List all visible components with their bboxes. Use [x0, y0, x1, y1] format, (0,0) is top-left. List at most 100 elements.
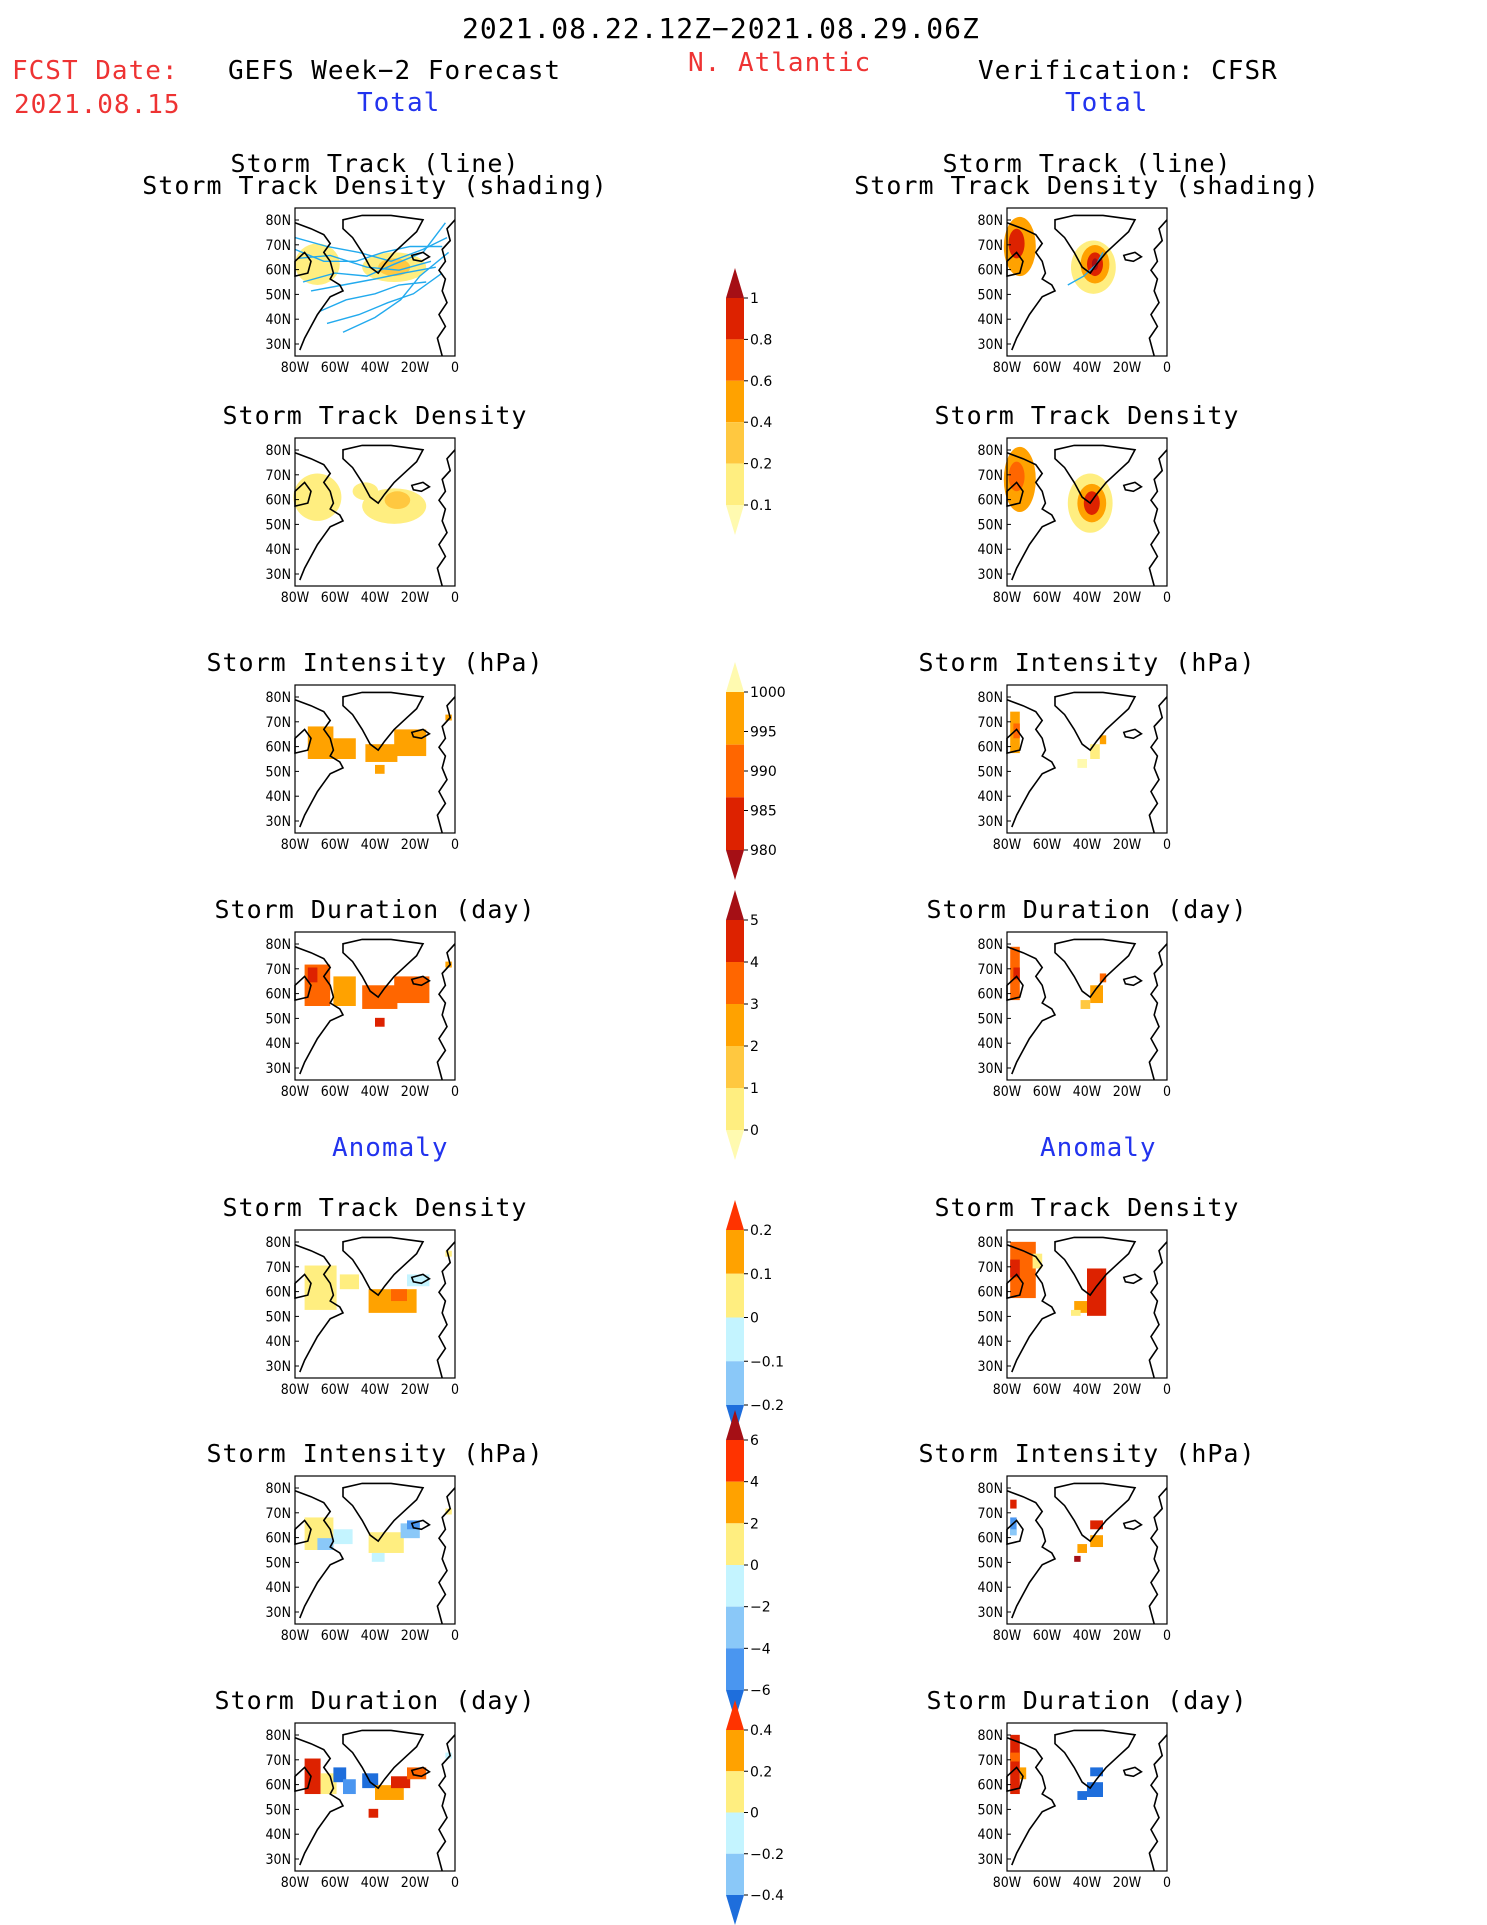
fcst-date-label: FCST Date: [12, 56, 179, 86]
coastline-greenland [1054, 938, 1137, 999]
colorbar-bottom-arrow [726, 1895, 744, 1925]
shade-cell [394, 729, 427, 757]
coastline-europe [436, 943, 456, 1081]
lat-tick-label: 50N [266, 1309, 291, 1325]
lon-tick-label: 80W [993, 590, 1022, 606]
colorbar-segment [726, 1812, 744, 1854]
lat-tick-label: 40N [978, 542, 1003, 558]
lon-tick-label: 40W [361, 1084, 390, 1100]
section-total-right: Total [1065, 88, 1149, 118]
coastline-canada [294, 452, 345, 581]
coastline-canada [294, 946, 345, 1075]
lon-tick-label: 20W [1113, 1382, 1142, 1398]
lon-tick-label: 40W [361, 590, 390, 606]
shade-cell [1071, 1309, 1081, 1316]
shade-cell [1010, 1499, 1017, 1509]
colorbar-tick-label: 1 [750, 1081, 759, 1097]
map-panel-verif-density-anom: Storm Track Density 80N 70N 60N 50N 40N 30N 80W… [935, 1193, 1240, 1398]
lon-tick-label: 60W [321, 590, 350, 606]
shade-cell [1013, 723, 1020, 739]
lat-tick-label: 80N [978, 937, 1003, 953]
lon-tick-label: 20W [401, 837, 430, 853]
lat-tick-label: 40N [978, 1580, 1003, 1596]
shade-cell [339, 1274, 359, 1290]
shade-blob [293, 473, 342, 521]
lon-tick-label: 20W [1113, 1875, 1142, 1891]
colorbar-segment [726, 797, 744, 850]
lon-tick-label: 0 [1163, 1084, 1171, 1100]
colorbar-segment [726, 380, 744, 423]
colorbar-segment [726, 1853, 744, 1895]
lat-tick-label: 80N [978, 213, 1003, 229]
panel-title: Storm Track Density [223, 1193, 528, 1222]
lon-tick-label: 0 [1163, 1628, 1171, 1644]
colorbar-tick-label: 6 [750, 1433, 759, 1449]
shade-cell [1099, 973, 1107, 983]
lat-tick-label: 60N [266, 987, 291, 1003]
lon-tick-label: 20W [1113, 590, 1142, 606]
shade-cell [1010, 1752, 1020, 1762]
lon-tick-label: 80W [993, 837, 1022, 853]
colorbar-top-arrow [726, 1700, 744, 1730]
coastline-europe [1148, 943, 1168, 1081]
shade-cell [343, 1779, 356, 1795]
panel-title: Storm Track Density [935, 1193, 1240, 1222]
lon-tick-label: 0 [451, 360, 459, 376]
lat-tick-label: 50N [266, 287, 291, 303]
colorbar-tick-label: 4 [750, 955, 759, 971]
date-range-title: 2021.08.22.12Z−2021.08.29.06Z [462, 12, 980, 45]
lat-tick-label: 60N [266, 263, 291, 279]
lon-tick-label: 40W [361, 1875, 390, 1891]
colorbar-tick-label: 985 [750, 804, 777, 820]
lon-tick-label: 80W [281, 1382, 310, 1398]
colorbar-top-arrow [726, 1410, 744, 1440]
lon-tick-label: 60W [1033, 1628, 1062, 1644]
lat-tick-label: 70N [978, 468, 1003, 484]
coastline-canada [1006, 222, 1057, 351]
colorbar-segment [726, 1481, 744, 1524]
colorbar-tick-label: 0.4 [750, 1723, 772, 1739]
lat-tick-label: 50N [266, 517, 291, 533]
shade-cell [333, 976, 356, 1006]
map-frame [1006, 1475, 1168, 1625]
map-panel-verif-intensity: Storm Intensity (hPa) 80N 70N 60N 50N 40N 30N 8… [918, 648, 1254, 853]
lat-tick-label: 80N [266, 1235, 291, 1251]
lon-tick-label: 20W [401, 1084, 430, 1100]
coastline-europe [436, 449, 456, 587]
colorbar-segment [726, 692, 744, 745]
lon-tick-label: 60W [321, 1382, 350, 1398]
shade-cell [1087, 1268, 1107, 1316]
shade-cell [1090, 1520, 1103, 1530]
lat-tick-label: 70N [266, 715, 291, 731]
lon-tick-label: 0 [451, 1875, 459, 1891]
lon-tick-label: 60W [321, 1084, 350, 1100]
colorbar-segment [726, 1088, 744, 1130]
coastline-iceland [410, 1273, 431, 1285]
storm-track-line [294, 245, 443, 262]
colorbar-tick-label: 0 [750, 1311, 759, 1327]
lon-tick-label: 80W [993, 1084, 1022, 1100]
lat-tick-label: 70N [266, 1506, 291, 1522]
shade-cell [375, 1785, 404, 1800]
colorbar-tick-label: 0 [750, 1558, 759, 1574]
lon-tick-label: 80W [993, 1382, 1022, 1398]
map-frame [1006, 931, 1168, 1081]
shade-cell [1080, 1000, 1091, 1009]
panel-title: Storm Intensity (hPa) [206, 1439, 543, 1468]
lat-tick-label: 80N [978, 690, 1003, 706]
colorbar-tick-label: 0 [750, 1123, 759, 1139]
colorbar-segment [726, 920, 744, 962]
lat-tick-label: 80N [266, 443, 291, 459]
shade-cell [1074, 1555, 1081, 1562]
coastline-canada [294, 1737, 345, 1866]
coastline-europe [436, 696, 456, 834]
shade-cell [333, 1767, 347, 1783]
lat-tick-label: 70N [978, 238, 1003, 254]
lat-tick-label: 50N [978, 517, 1003, 533]
colorbar-3: 0.2 0.1 0 −0.1 −0.2 [726, 1200, 784, 1435]
storm-track-line [298, 254, 432, 271]
lat-tick-label: 40N [266, 542, 291, 558]
lat-tick-label: 50N [978, 1309, 1003, 1325]
lon-tick-label: 60W [321, 360, 350, 376]
lat-tick-label: 70N [978, 1506, 1003, 1522]
